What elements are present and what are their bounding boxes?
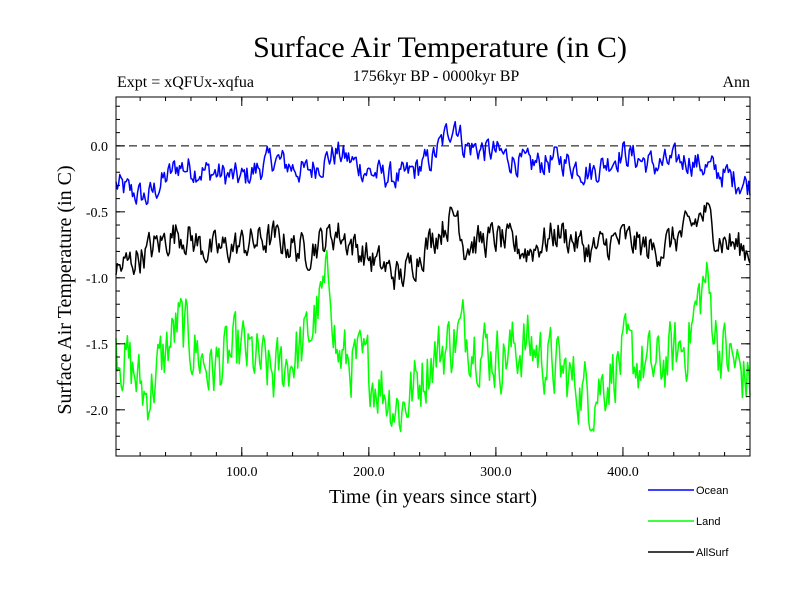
y-tick-label: -1.5 [86, 338, 108, 353]
y-tick-label: -0.5 [86, 206, 108, 221]
legend-label-land: Land [696, 516, 720, 528]
legend: Ocean Land AllSurf [648, 485, 729, 559]
x-tick-label: 200.0 [353, 465, 385, 480]
chart-subtitle: 1756kyr BP - 0000kyr BP [353, 68, 520, 85]
x-tick-label: 100.0 [226, 465, 258, 480]
legend-label-ocean: Ocean [696, 485, 728, 497]
plot-frame [115, 96, 751, 457]
x-axis-label: Time (in years since start) [329, 486, 537, 508]
series-line-allsurf [115, 202, 751, 291]
y-tick-label: -1.0 [86, 272, 108, 287]
chart-title: Surface Air Temperature (in C) [253, 31, 627, 64]
y-axis-label: Surface Air Temperature (in C) [54, 165, 76, 414]
legend-label-allsurf: AllSurf [696, 547, 729, 559]
experiment-label: Expt = xQFUx-xqfua [117, 74, 254, 91]
x-tick-label: 300.0 [480, 465, 512, 480]
series-line-ocean [115, 120, 751, 206]
series-line-land [115, 250, 751, 433]
season-label: Ann [722, 74, 750, 91]
plot-area: 0.0 -0.5 -1.0 -1.5 -2.0 100.0 200.0 300.0 400.0 [86, 96, 751, 480]
y-tick-label: 0.0 [91, 140, 109, 155]
x-tick-label: 400.0 [607, 465, 639, 480]
y-tick-label: -2.0 [86, 404, 108, 419]
